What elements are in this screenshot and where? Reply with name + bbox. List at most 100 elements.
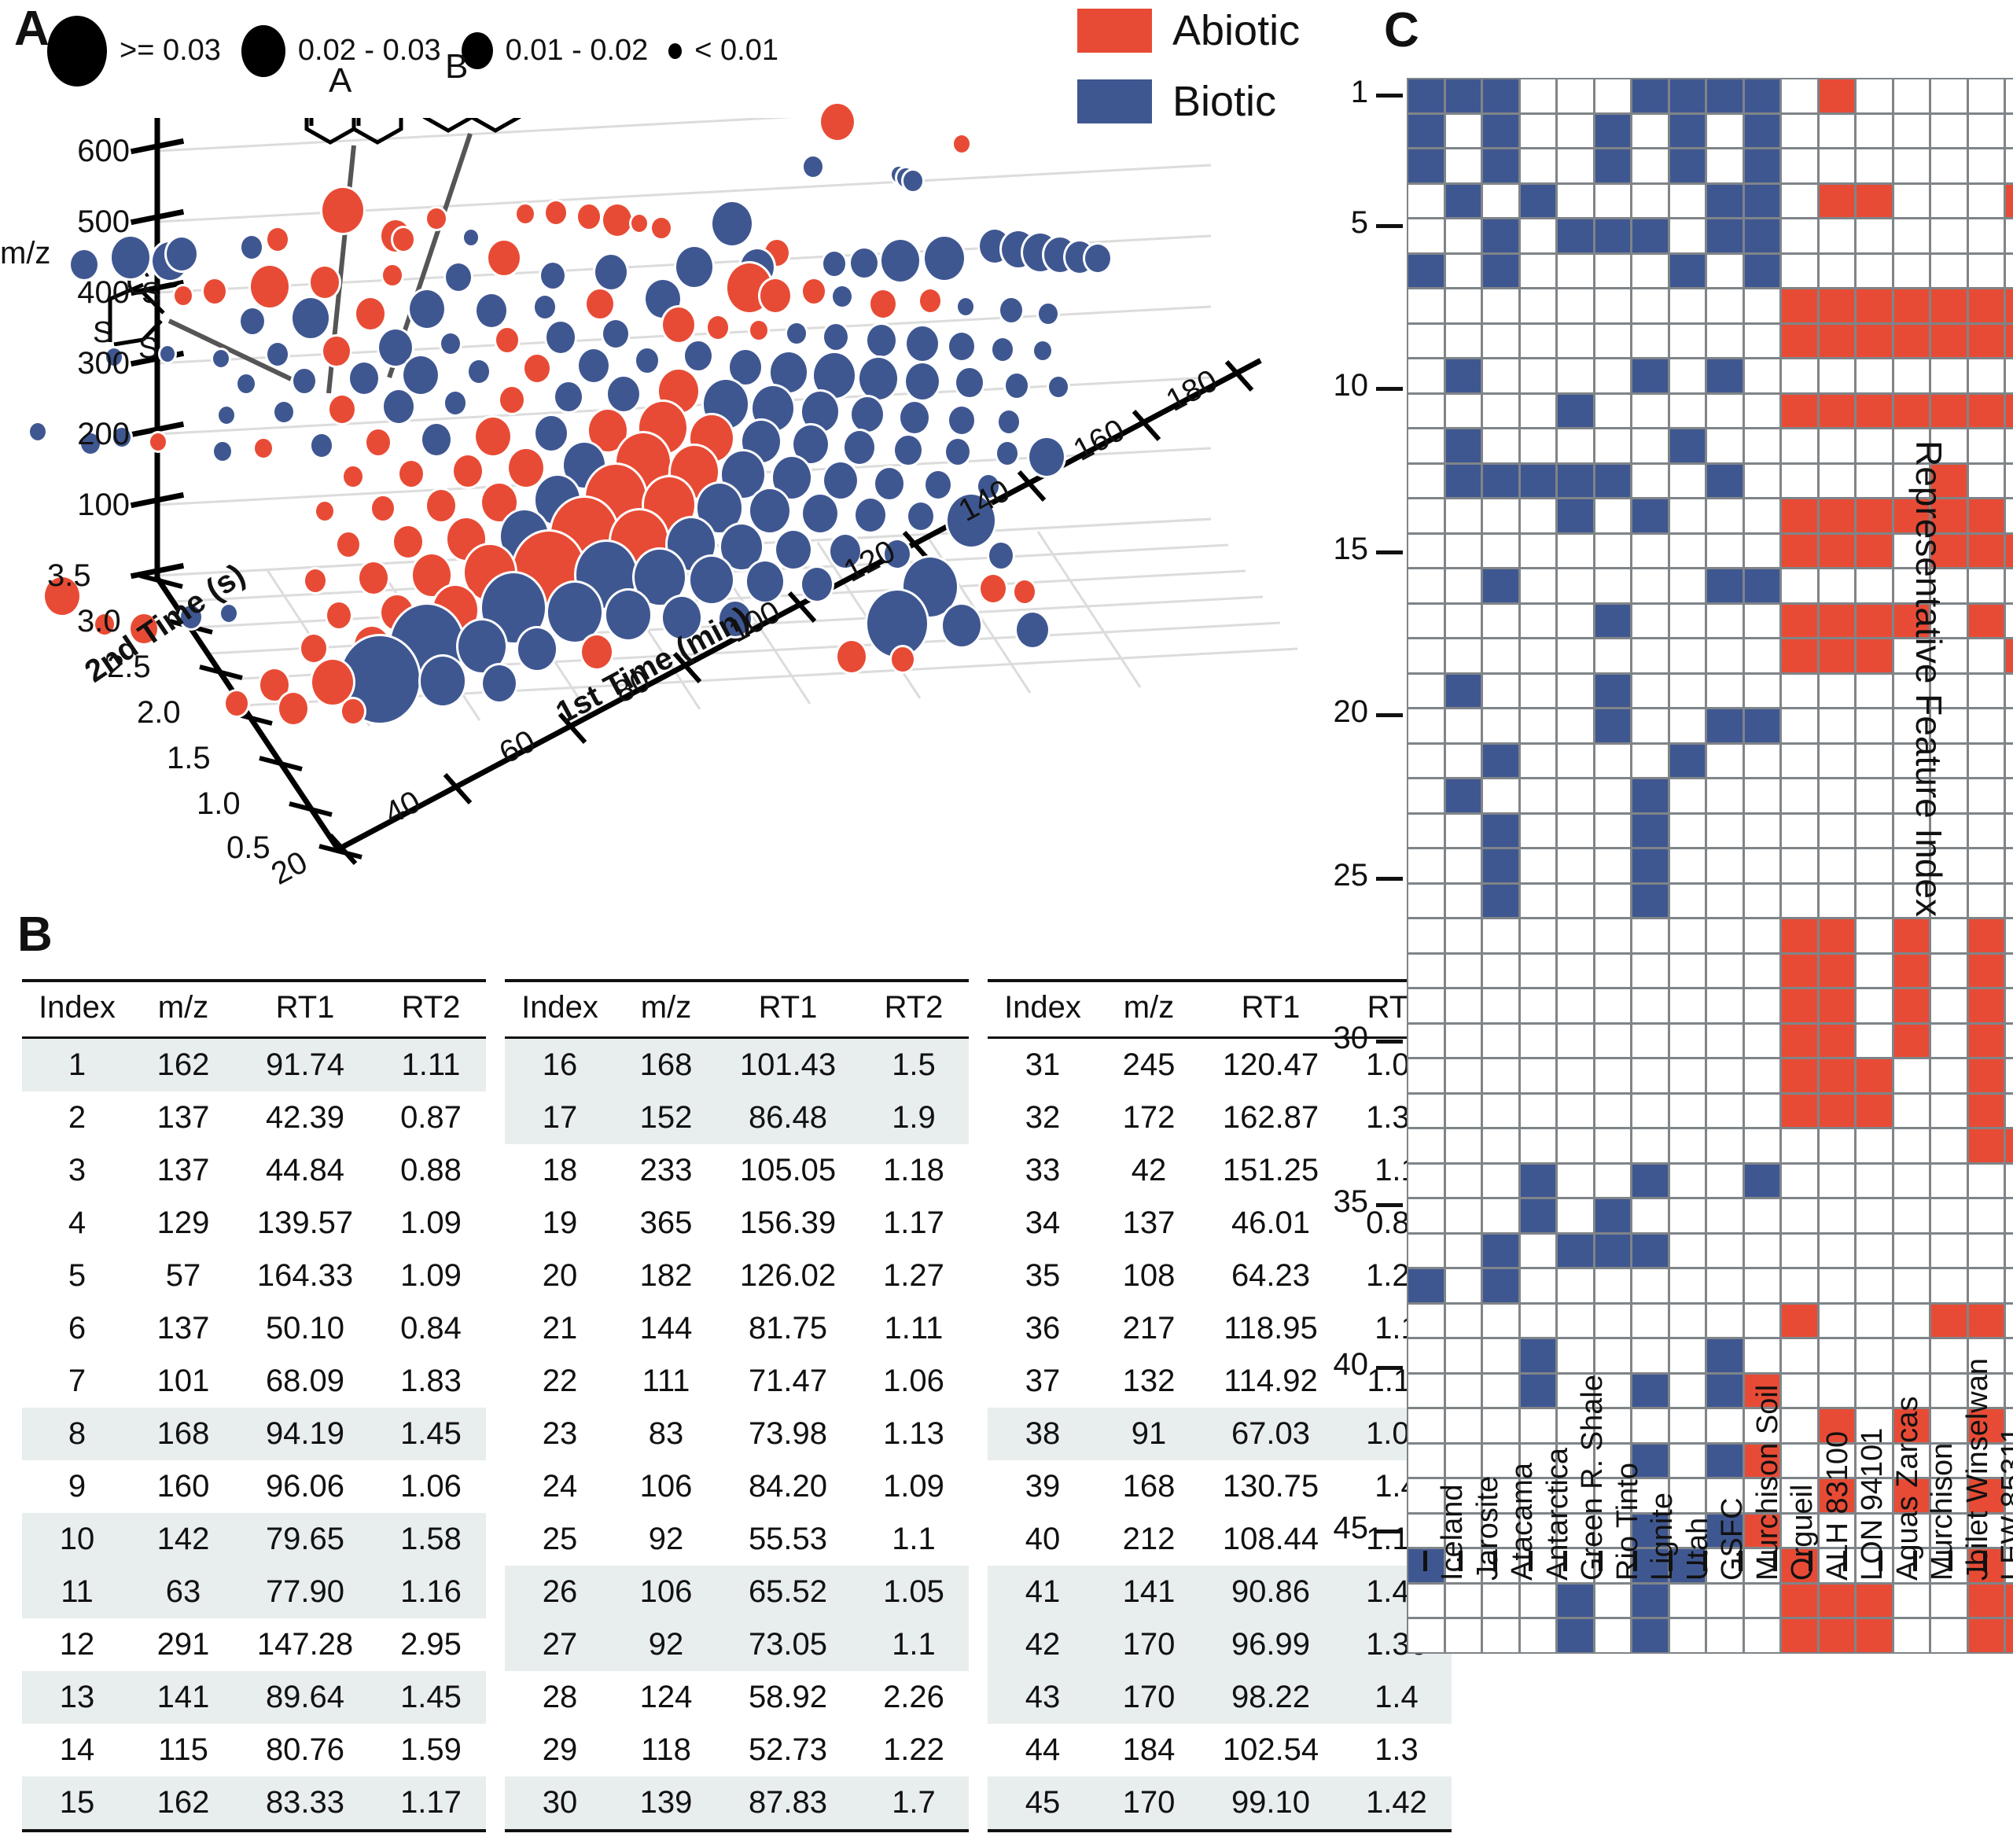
heatmap-cell[interactable] [1967,148,2005,184]
heatmap-cell[interactable] [1407,988,1445,1024]
heatmap-cell[interactable] [1780,1408,1819,1444]
heatmap-cell[interactable] [1556,392,1595,429]
heatmap-cell[interactable] [1407,1408,1445,1444]
heatmap-cell[interactable] [1855,568,1893,604]
heatmap-cell[interactable] [1631,1232,1669,1268]
heatmap-cell[interactable] [1706,778,1744,814]
heatmap-cell[interactable] [1518,848,1557,884]
heatmap-cell[interactable] [1668,148,1706,184]
heatmap-cell[interactable] [1556,672,1595,709]
heatmap-cell[interactable] [1743,882,1781,918]
heatmap-cell[interactable] [1518,1198,1557,1234]
heatmap-cell[interactable] [1407,638,1445,674]
heatmap-cell[interactable] [1481,1548,1520,1584]
heatmap-cell[interactable] [1743,1338,1781,1374]
heatmap-cell[interactable] [1668,1198,1706,1234]
heatmap-cell[interactable] [1518,252,1557,289]
heatmap-cell[interactable] [1631,1582,1669,1618]
heatmap-cell[interactable] [1668,848,1706,884]
heatmap-cell[interactable] [1743,218,1781,254]
heatmap-cell[interactable] [1780,638,1819,674]
heatmap-cell[interactable] [1743,1512,1781,1548]
heatmap-cell[interactable] [1631,882,1669,918]
heatmap-cell[interactable] [1668,358,1706,394]
heatmap-cell[interactable] [1593,882,1632,918]
heatmap-cell[interactable] [1593,742,1632,779]
heatmap-cell[interactable] [1743,988,1781,1024]
heatmap-cell[interactable] [1481,1618,1520,1654]
heatmap-cell[interactable] [1743,1128,1781,1164]
heatmap-cell[interactable] [1930,1582,1968,1618]
heatmap-cell[interactable] [1668,1022,1706,1058]
heatmap-cell[interactable] [1930,182,1968,219]
heatmap-cell[interactable] [1556,252,1595,289]
heatmap-cell[interactable] [1593,988,1632,1024]
heatmap-cell[interactable] [1967,742,2005,779]
heatmap-cell[interactable] [1518,1372,1557,1408]
heatmap-cell[interactable] [1780,288,1819,324]
heatmap-cell[interactable] [1743,112,1781,149]
heatmap-cell[interactable] [1706,532,1744,569]
heatmap-cell[interactable] [1855,1618,1893,1654]
heatmap-cell[interactable] [1593,918,1632,954]
heatmap-cell[interactable] [1855,848,1893,884]
heatmap-cell[interactable] [1743,148,1781,184]
heatmap-cell[interactable] [1855,638,1893,674]
heatmap-cell[interactable] [2004,1092,2013,1128]
heatmap-cell[interactable] [1817,1618,1856,1654]
heatmap-cell[interactable] [1930,918,1968,954]
heatmap-cell[interactable] [1481,112,1520,149]
heatmap-cell[interactable] [1967,1022,2005,1058]
heatmap-cell[interactable] [1706,358,1744,394]
heatmap-cell[interactable] [1668,1302,1706,1338]
heatmap-cell[interactable] [1892,1092,1930,1128]
heatmap-cell[interactable] [1967,988,2005,1024]
heatmap-cell[interactable] [1518,672,1557,709]
heatmap-cell[interactable] [1855,988,1893,1024]
heatmap-cell[interactable] [1444,952,1482,988]
heatmap-cell[interactable] [1706,1058,1744,1094]
heatmap-cell[interactable] [1631,1128,1669,1164]
heatmap-cell[interactable] [1593,1372,1632,1408]
heatmap-cell[interactable] [1444,742,1482,779]
heatmap-cell[interactable] [1481,952,1520,988]
heatmap-cell[interactable] [1706,742,1744,779]
heatmap-cell[interactable] [1407,252,1445,289]
heatmap-cell[interactable] [1631,1408,1669,1444]
heatmap-cell[interactable] [1481,1582,1520,1618]
heatmap-cell[interactable] [1743,1022,1781,1058]
heatmap-cell[interactable] [1593,1618,1632,1654]
heatmap-cell[interactable] [1631,778,1669,814]
heatmap-cell[interactable] [1481,672,1520,709]
heatmap-cell[interactable] [1780,952,1819,988]
heatmap-cell[interactable] [1855,1058,1893,1094]
heatmap-cell[interactable] [1817,638,1856,674]
heatmap-cell[interactable] [1631,568,1669,604]
heatmap-cell[interactable] [1518,428,1557,464]
heatmap-cell[interactable] [1631,392,1669,429]
heatmap-cell[interactable] [1444,1162,1482,1198]
heatmap-cell[interactable] [1817,428,1856,464]
heatmap-cell[interactable] [1780,1162,1819,1198]
heatmap-cell[interactable] [1855,252,1893,289]
heatmap-cell[interactable] [1407,392,1445,429]
heatmap-cell[interactable] [1481,252,1520,289]
heatmap-cell[interactable] [1556,1198,1595,1234]
heatmap-cell[interactable] [2004,1268,2013,1304]
heatmap-cell[interactable] [1967,112,2005,149]
heatmap-cell[interactable] [1817,1338,1856,1374]
heatmap-cell[interactable] [1668,1058,1706,1094]
heatmap-cell[interactable] [1817,1022,1856,1058]
heatmap-cell[interactable] [1892,988,1930,1024]
heatmap-cell[interactable] [1780,218,1819,254]
heatmap-cell[interactable] [1556,1092,1595,1128]
heatmap-cell[interactable] [1481,78,1520,114]
heatmap-cell[interactable] [1444,1372,1482,1408]
heatmap-cell[interactable] [1967,848,2005,884]
heatmap-cell[interactable] [1444,358,1482,394]
heatmap-cell[interactable] [1407,78,1445,114]
heatmap-cell[interactable] [1706,672,1744,709]
heatmap-cell[interactable] [1668,742,1706,779]
heatmap-cell[interactable] [1743,1092,1781,1128]
heatmap-cell[interactable] [1556,1058,1595,1094]
